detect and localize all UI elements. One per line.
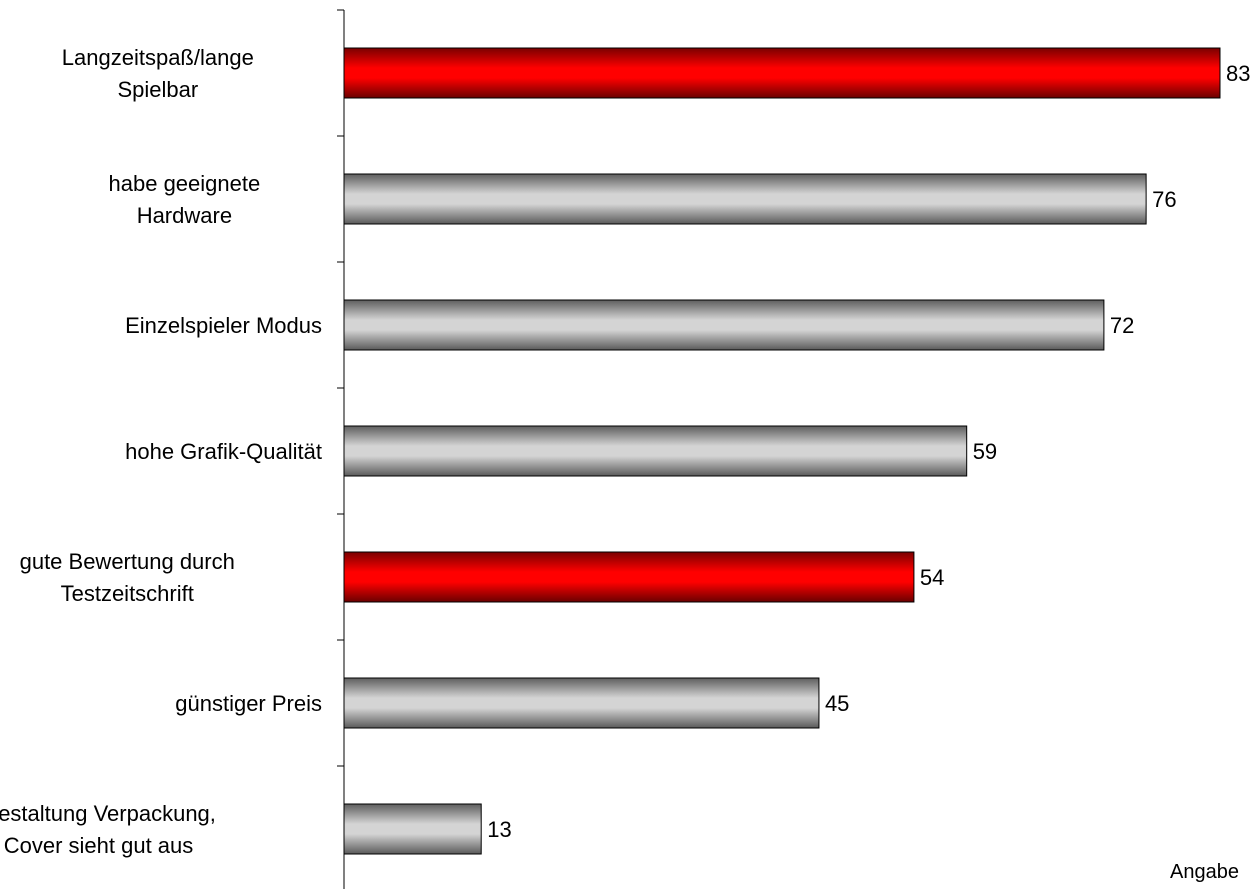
category-label-line: Testzeitschrift: [61, 581, 194, 606]
data-label: 83: [1226, 61, 1250, 86]
bar: [343, 173, 1147, 225]
bar: [343, 551, 915, 603]
data-label: 54: [920, 565, 944, 590]
data-label: 76: [1152, 187, 1176, 212]
category-label-line: gute Bewertung durch: [20, 549, 235, 574]
category-label: Langzeitspaß/lange Spielbar: [62, 45, 254, 102]
category-label: Einzelspieler Modus: [125, 313, 322, 338]
bar: [343, 47, 1221, 99]
bar: [343, 425, 968, 477]
bar: [343, 803, 482, 855]
category-label: günstiger Preis: [175, 691, 322, 716]
category-label: gute Bewertung durch Testzeitschrift: [20, 549, 235, 606]
category-label-line: Einzelspieler Modus: [125, 313, 322, 338]
bar: [343, 677, 820, 729]
data-label: 59: [973, 439, 997, 464]
data-label: 45: [825, 691, 849, 716]
category-label-line: Spielbar: [117, 77, 198, 102]
category-label-line: Gestaltung Verpackung,: [0, 801, 216, 826]
category-label-line: Hardware: [137, 203, 232, 228]
labels-layer: 83 Langzeitspaß/lange Spielbar 76 habe geeig…: [0, 45, 1250, 858]
note-label: Angabe: [1170, 861, 1239, 883]
axis-layer: [337, 9, 345, 889]
category-label-line: habe geeignete: [109, 171, 261, 196]
bars-layer: [343, 47, 1221, 855]
category-label-line: Cover sieht gut aus: [4, 833, 194, 858]
data-label: 72: [1110, 313, 1134, 338]
data-label: 13: [487, 817, 511, 842]
category-label: hohe Grafik-Qualität: [125, 439, 322, 464]
category-label-line: hohe Grafik-Qualität: [125, 439, 322, 464]
category-label: Gestaltung Verpackung, Cover sieht gut au…: [0, 801, 216, 858]
category-label-line: günstiger Preis: [175, 691, 322, 716]
category-label: habe geeignete Hardware: [109, 171, 261, 228]
bar: [343, 299, 1105, 351]
category-label-line: Langzeitspaß/lange: [62, 45, 254, 70]
